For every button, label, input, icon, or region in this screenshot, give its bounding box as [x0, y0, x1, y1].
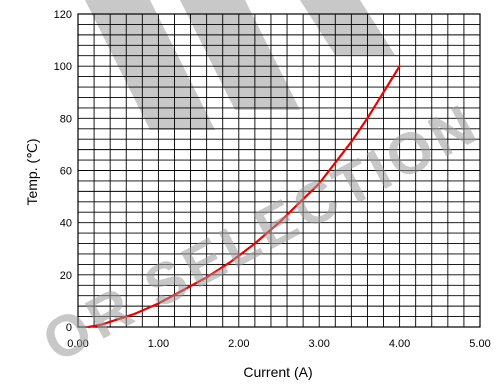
x-axis-title: Current (A) — [243, 364, 312, 380]
x-tick-label: 2.00 — [228, 338, 249, 350]
watermark-band — [300, 0, 395, 55]
x-tick-label: 4.00 — [389, 338, 410, 350]
y-tick-label: 60 — [60, 166, 72, 178]
series-line — [87, 65, 401, 329]
y-tick-labels: 0 20 40 60 80 100 120 — [54, 9, 72, 334]
y-axis-title: Temp. (℃) — [24, 138, 40, 205]
grid-lines — [77, 13, 481, 328]
y-tick-label: 0 — [66, 322, 72, 334]
x-tick-label: 0.00 — [67, 338, 88, 350]
y-tick-label: 40 — [60, 218, 72, 230]
watermark-shapes — [85, 0, 395, 130]
x-tick-label: 5.00 — [469, 338, 490, 350]
x-tick-labels: 0.00 1.00 2.00 3.00 4.00 5.00 — [67, 338, 490, 350]
x-tick-label: 3.00 — [308, 338, 329, 350]
x-tick-label: 1.00 — [148, 338, 169, 350]
y-tick-label: 120 — [54, 9, 72, 21]
y-tick-label: 20 — [60, 270, 72, 282]
y-tick-label: 80 — [60, 113, 72, 125]
y-tick-label: 100 — [54, 61, 72, 73]
watermark-band — [180, 0, 300, 110]
plot-border — [77, 13, 481, 328]
